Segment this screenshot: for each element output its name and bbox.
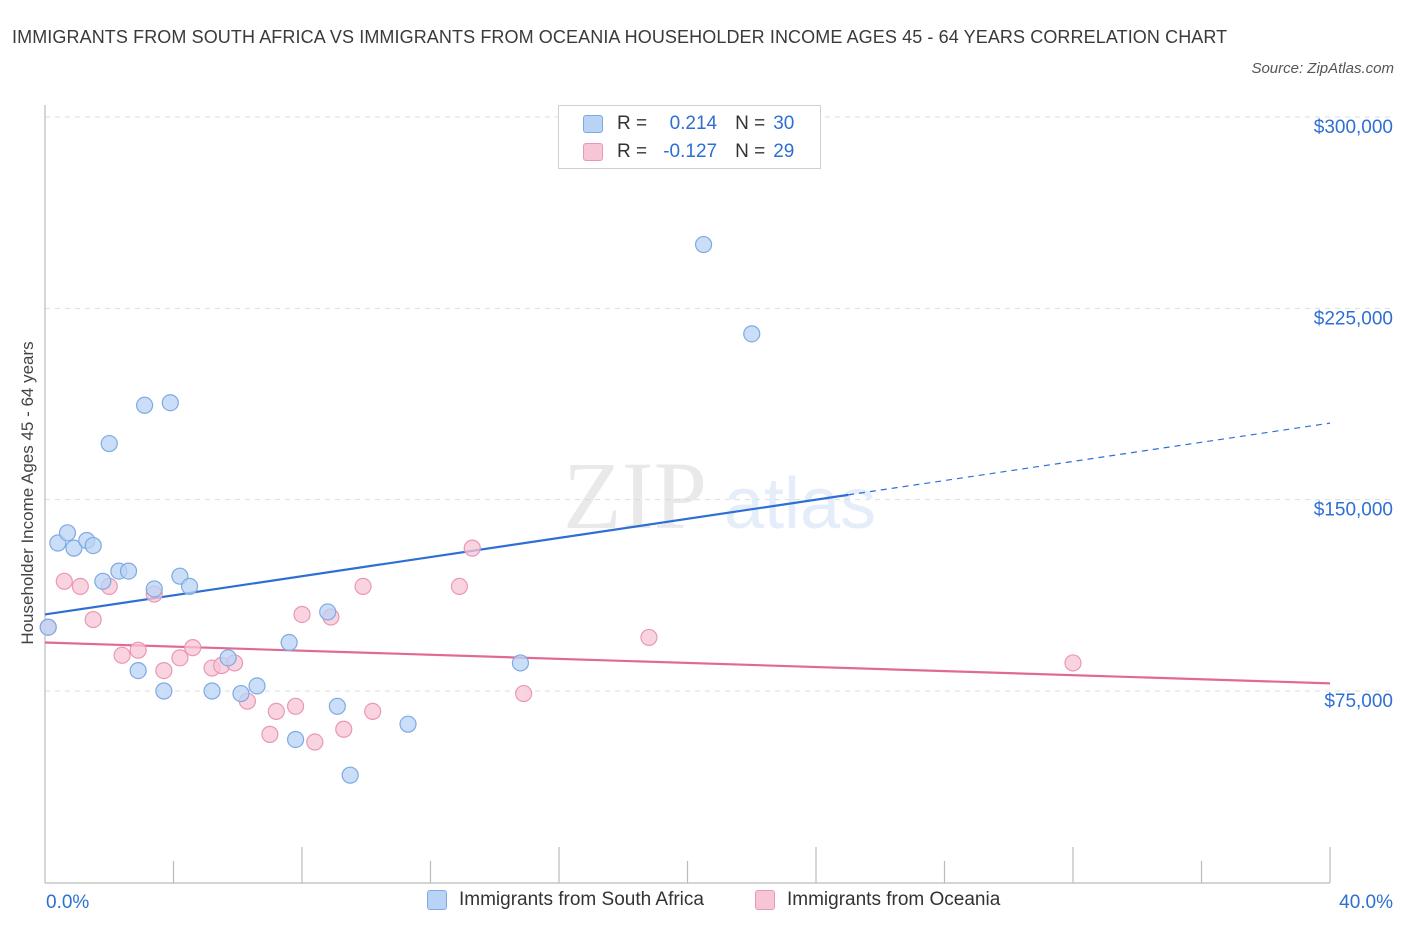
point-south-africa — [280, 633, 298, 652]
point-oceania — [113, 646, 131, 664]
point-oceania — [184, 639, 202, 657]
point-south-africa — [286, 730, 305, 749]
y-tick-label: $150,000 — [1314, 500, 1393, 521]
point-south-africa — [135, 396, 154, 414]
point-oceania — [171, 649, 189, 667]
point-south-africa — [119, 562, 138, 580]
x-tick-label: 0.0% — [46, 892, 89, 913]
legend-swatch-oceania — [583, 143, 603, 161]
series-legend-south-africa: Immigrants from South Africa — [427, 889, 704, 911]
watermark: ZIP atlas — [563, 442, 876, 549]
legend-r-value: 0.214 — [669, 113, 718, 134]
point-south-africa — [203, 682, 221, 700]
point-oceania — [267, 702, 285, 721]
point-oceania — [261, 725, 279, 743]
series-name-south-africa: Immigrants from South Africa — [459, 889, 704, 910]
legend-r-label: R = — [617, 141, 648, 162]
series-name-oceania: Immigrants from Oceania — [787, 889, 1001, 910]
series-legend: Immigrants from South Africa Immigrants … — [0, 889, 1406, 917]
legend-swatch-south-africa — [583, 115, 603, 133]
point-south-africa — [341, 766, 359, 784]
legend-n-label: N = — [735, 141, 766, 162]
correlation-legend: R = 0.214 N = 30 R = -0.127 N = 29 — [558, 105, 821, 169]
point-oceania — [55, 572, 73, 590]
point-oceania — [450, 577, 469, 596]
point-oceania — [293, 605, 311, 624]
trend-line-south-africa — [44, 493, 849, 616]
y-tick-labels: $75,000 $150,000 $225,000 $300,000 — [1314, 117, 1393, 712]
point-oceania — [354, 577, 372, 596]
point-south-africa — [155, 682, 173, 700]
point-oceania — [364, 702, 382, 721]
point-oceania — [515, 684, 533, 703]
point-south-africa — [100, 434, 118, 453]
legend-r-label: R = — [617, 113, 648, 134]
point-south-africa — [319, 603, 337, 621]
legend-row-oceania: R = -0.127 N = 29 — [583, 139, 794, 165]
point-south-africa — [180, 577, 199, 596]
chart-title: IMMIGRANTS FROM SOUTH AFRICA VS IMMIGRAN… — [12, 27, 1228, 47]
point-oceania — [129, 641, 147, 659]
y-tick-label: $300,000 — [1314, 117, 1393, 138]
axes — [44, 105, 1331, 884]
series-legend-oceania: Immigrants from Oceania — [755, 889, 1000, 911]
data-points — [39, 235, 1082, 784]
point-south-africa — [161, 394, 179, 412]
point-south-africa — [248, 677, 266, 695]
point-south-africa — [743, 325, 761, 343]
point-south-africa — [65, 539, 83, 557]
point-south-africa — [58, 524, 77, 542]
y-tick-label: $75,000 — [1324, 691, 1393, 712]
point-south-africa — [399, 715, 417, 733]
trend-lines — [44, 422, 1331, 685]
legend-n-value: 29 — [773, 141, 795, 162]
point-oceania — [335, 720, 353, 738]
point-oceania — [1064, 654, 1082, 672]
point-south-africa — [511, 654, 530, 672]
point-oceania — [71, 577, 89, 596]
watermark-zip: ZIP — [563, 442, 707, 549]
point-oceania — [640, 628, 658, 647]
point-oceania — [306, 733, 324, 751]
point-south-africa — [39, 618, 57, 636]
point-oceania — [463, 539, 481, 557]
point-south-africa — [94, 572, 112, 590]
legend-row-south-africa: R = 0.214 N = 30 — [583, 111, 794, 137]
x-tick-label: 40.0% — [1339, 892, 1393, 913]
legend-n-value: 30 — [773, 113, 795, 134]
point-south-africa — [694, 235, 713, 254]
y-tick-label: $225,000 — [1314, 308, 1393, 329]
legend-n-label: N = — [735, 113, 766, 134]
source-label: Source: ZipAtlas.com — [1251, 60, 1394, 77]
trend-line-south-africa-extension — [848, 422, 1331, 496]
point-south-africa — [232, 684, 250, 703]
point-south-africa — [219, 649, 237, 667]
watermark-atlas: atlas — [724, 464, 876, 544]
point-south-africa — [145, 580, 163, 598]
point-oceania — [155, 661, 173, 680]
point-south-africa — [129, 661, 147, 680]
point-oceania — [84, 610, 102, 629]
point-south-africa — [84, 536, 102, 555]
legend-r-value: -0.127 — [663, 141, 718, 162]
series-swatch-oceania — [755, 890, 775, 910]
point-south-africa — [328, 697, 346, 715]
point-oceania — [286, 697, 305, 715]
x-tick-labels: 0.0% 40.0% — [46, 892, 1393, 913]
series-swatch-south-africa — [427, 890, 447, 910]
trend-line-oceania — [44, 641, 1331, 685]
gridlines — [45, 116, 1393, 692]
